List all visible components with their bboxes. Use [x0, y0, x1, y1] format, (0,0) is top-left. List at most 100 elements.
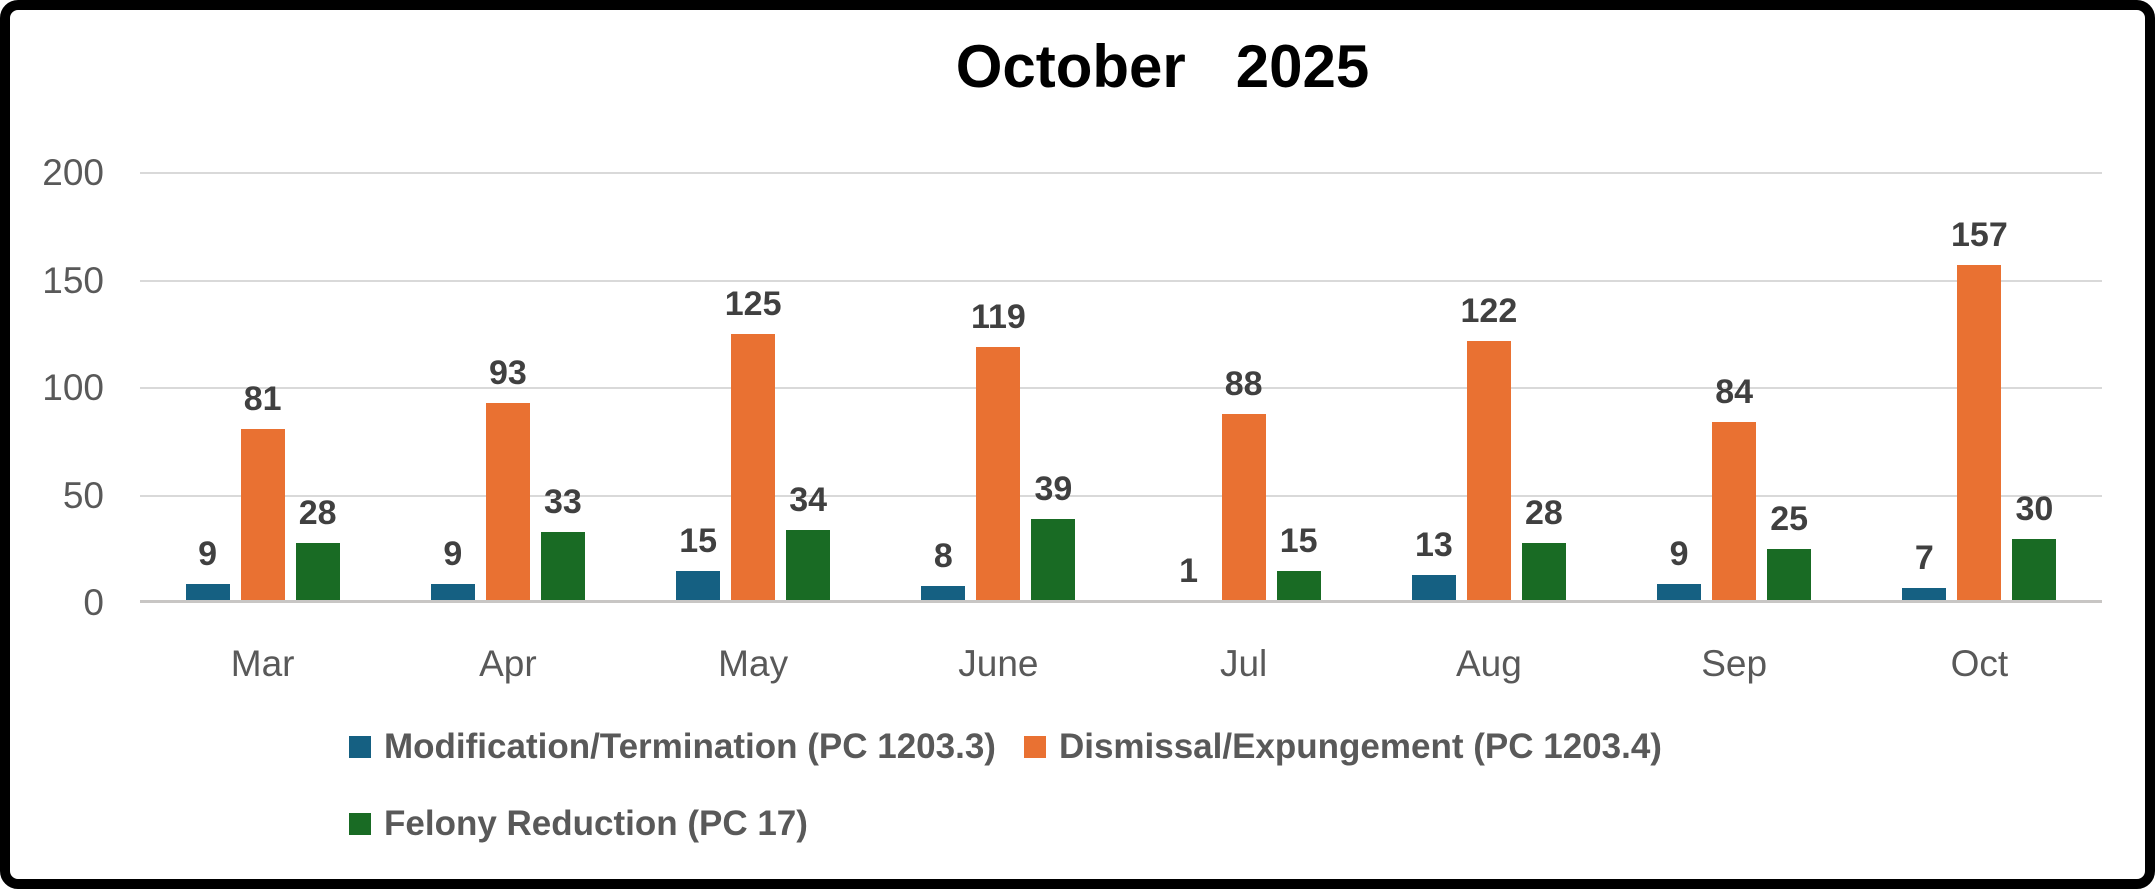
- plot-area: 9 81 28 9 93 33 15 125 34 8 119 39 1 88 15 13 122 28 9 84 25…: [140, 172, 2102, 603]
- y-tick-label-50: 50: [62, 474, 104, 516]
- x-tick-label-apr: Apr: [479, 643, 537, 684]
- data-label-aug-series0: 13: [1414, 526, 1453, 565]
- bar-may-series1: [731, 334, 776, 603]
- legend-swatch-icon-series2: [349, 813, 371, 835]
- legend-item-series1: Dismissal/Expungement (PC 1203.4): [1023, 727, 1662, 767]
- data-label-apr-series1: 93: [488, 354, 527, 393]
- barwrap-series0-oct: 7: [1902, 173, 1947, 603]
- bar-june-series2: [1031, 519, 1076, 603]
- barwrap-series1-apr: 93: [485, 173, 530, 603]
- data-label-apr-series2: 33: [543, 483, 582, 522]
- bar-apr-series1: [485, 403, 530, 603]
- legend-swatch-icon-series1: [1023, 736, 1046, 758]
- y-tick-label-150: 150: [42, 259, 104, 301]
- data-label-mar-series2: 28: [298, 493, 337, 532]
- barwrap-series1-june: 119: [971, 173, 1026, 603]
- bar-aug-series2: [1521, 542, 1566, 603]
- data-label-sep-series1: 84: [1715, 373, 1754, 412]
- data-label-june-series2: 39: [1034, 470, 1073, 509]
- barwrap-series1-mar: 81: [240, 173, 285, 603]
- x-tick-label-june: June: [958, 643, 1039, 684]
- gridline-50: [140, 494, 2102, 497]
- legend-item-series0: Modification/Termination (PC 1203.3): [349, 727, 996, 767]
- barwrap-series1-oct: 157: [1951, 173, 2008, 603]
- bar-may-series2: [786, 529, 831, 603]
- legend-label-series2: Felony Reduction (PC 17): [384, 804, 808, 843]
- bar-oct-series1: [1957, 265, 2002, 603]
- legend-label-series1: Dismissal/Expungement (PC 1203.4): [1058, 727, 1662, 766]
- barwrap-series0-aug: 13: [1411, 173, 1456, 603]
- data-label-aug-series2: 28: [1524, 493, 1563, 532]
- bar-mar-series0: [185, 583, 230, 603]
- barwrap-series2-jul: 15: [1276, 173, 1321, 603]
- bar-group-oct: 7 157 30: [1857, 173, 2102, 603]
- data-label-june-series1: 119: [970, 298, 1026, 337]
- barwrap-series2-oct: 30: [2012, 173, 2057, 603]
- data-label-mar-series0: 9: [198, 534, 218, 573]
- data-label-apr-series0: 9: [443, 534, 463, 573]
- barwrap-series0-apr: 9: [430, 173, 475, 603]
- x-tick-label-may: May: [718, 643, 789, 684]
- barwrap-series1-jul: 88: [1221, 173, 1266, 603]
- data-label-sep-series0: 9: [1669, 534, 1689, 573]
- y-tick-label-200: 200: [42, 152, 104, 193]
- bar-groups-layer: 9 81 28 9 93 33 15 125 34 8 119 39 1 88 15 13 122 28 9 84 25…: [140, 173, 2102, 603]
- bar-mar-series1: [240, 428, 285, 603]
- data-label-oct-series1: 157: [1951, 216, 2008, 255]
- barwrap-series0-jul: 1: [1166, 173, 1211, 603]
- data-label-aug-series1: 122: [1460, 291, 1518, 330]
- gridline-100: [140, 387, 2102, 389]
- y-tick-label-0: 0: [83, 582, 104, 623]
- x-tick-label-aug: Aug: [1455, 643, 1522, 684]
- chart-title: October 2025: [955, 33, 1370, 100]
- barwrap-series2-sep: 25: [1767, 173, 1812, 603]
- data-label-may-series1: 125: [724, 285, 782, 324]
- bar-june-series1: [976, 347, 1021, 603]
- barwrap-series2-apr: 33: [540, 173, 585, 603]
- barwrap-series0-mar: 9: [185, 173, 230, 603]
- bar-group-mar: 9 81 28: [140, 173, 385, 603]
- x-tick-label-mar: Mar: [230, 643, 295, 684]
- data-label-sep-series2: 25: [1770, 500, 1809, 539]
- bar-apr-series0: [430, 583, 475, 603]
- x-tick-label-jul: Jul: [1219, 643, 1268, 684]
- legend-item-series2: Felony Reduction (PC 17): [349, 804, 808, 844]
- bar-group-aug: 13 122 28: [1366, 173, 1611, 603]
- legend-label-series0: Modification/Termination (PC 1203.3): [384, 727, 996, 766]
- data-label-jul-series1: 88: [1224, 364, 1263, 403]
- bar-oct-series0: [1902, 587, 1947, 603]
- bar-group-apr: 9 93 33: [385, 173, 630, 603]
- legend-swatch-icon-series0: [349, 736, 371, 758]
- bar-jul-series2: [1276, 570, 1321, 603]
- y-tick-label-100: 100: [42, 367, 104, 408]
- bar-mar-series2: [295, 542, 340, 603]
- barwrap-series2-mar: 28: [295, 173, 340, 603]
- bar-aug-series1: [1466, 340, 1511, 603]
- barwrap-series0-sep: 9: [1657, 173, 1702, 603]
- x-axis-line: [140, 600, 2102, 603]
- data-label-may-series0: 15: [679, 521, 718, 560]
- barwrap-series2-aug: 28: [1521, 173, 1566, 603]
- bar-may-series0: [676, 570, 721, 603]
- barwrap-series1-aug: 122: [1461, 173, 1517, 603]
- gridline-150: [140, 279, 2102, 282]
- legend-row-1: Modification/Termination (PC 1203.3) Dism…: [349, 727, 1662, 767]
- x-tick-label-oct: Oct: [1950, 643, 2009, 684]
- barwrap-series0-may: 15: [676, 173, 721, 603]
- barwrap-series0-june: 8: [921, 173, 966, 603]
- y-axis: 0 50 100 150 200: [0, 152, 104, 623]
- bar-group-june: 8 119 39: [876, 173, 1121, 603]
- data-label-oct-series0: 7: [1914, 538, 1934, 577]
- bar-oct-series2: [2012, 538, 2057, 603]
- bar-aug-series0: [1411, 575, 1456, 603]
- bar-group-jul: 1 88 15: [1121, 173, 1366, 603]
- barwrap-series1-may: 125: [725, 173, 781, 603]
- bar-group-may: 15 125 34: [631, 173, 876, 603]
- gridline-200: [140, 172, 2102, 174]
- data-label-jul-series0: 1: [1179, 551, 1199, 590]
- data-label-jul-series2: 15: [1279, 521, 1318, 560]
- data-label-oct-series2: 30: [2015, 489, 2054, 528]
- bar-sep-series2: [1767, 549, 1812, 603]
- bar-june-series0: [921, 585, 966, 603]
